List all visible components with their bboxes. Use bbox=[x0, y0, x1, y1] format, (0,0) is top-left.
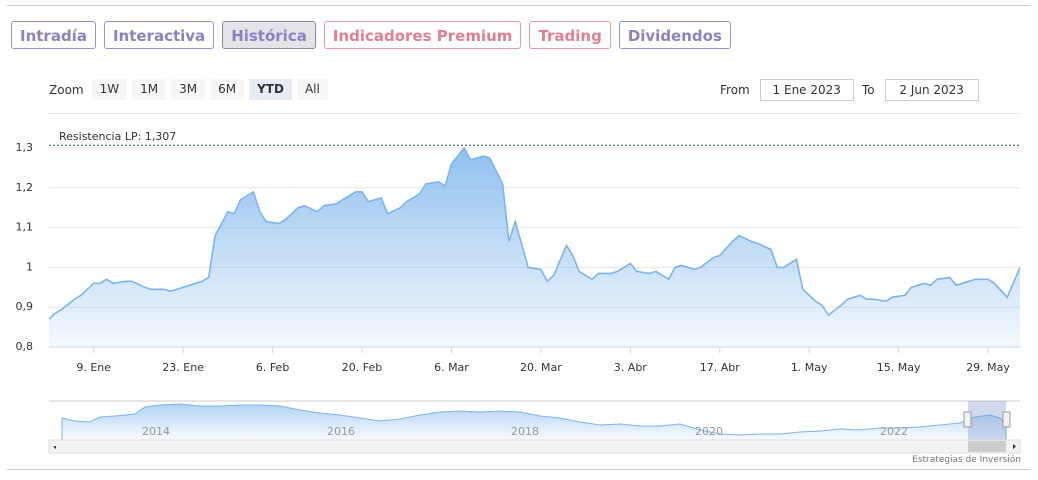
tab[interactable]: Histórica bbox=[222, 21, 316, 49]
x-tick-label: 23. Ene bbox=[162, 361, 204, 374]
navigator-label: 2022 bbox=[880, 425, 908, 438]
x-tick-label: 20. Feb bbox=[342, 361, 382, 374]
bottom-border bbox=[7, 469, 1031, 470]
zoom-label: Zoom bbox=[49, 82, 84, 97]
y-tick-label: 1,2 bbox=[16, 181, 34, 194]
navigator-mask[interactable] bbox=[968, 401, 1006, 440]
zoom-button[interactable]: YTD bbox=[249, 79, 292, 100]
x-tick-label: 17. Abr bbox=[700, 361, 740, 374]
zoom-bar: Zoom 1W 1M 3M 6M YTD All bbox=[49, 79, 328, 100]
resistance-label: Resistencia LP: 1,307 bbox=[59, 130, 176, 143]
navigator-series bbox=[61, 403, 1007, 441]
separator bbox=[49, 113, 1020, 114]
scroll-left[interactable] bbox=[53, 446, 56, 449]
price-line bbox=[48, 146, 1021, 320]
tab[interactable]: Interactiva bbox=[103, 21, 215, 49]
x-tick-label: 1. May bbox=[791, 361, 828, 374]
zoom-button[interactable]: 1W bbox=[91, 79, 128, 100]
plot: 0,8 0,9 1 1,1 1,2 1,3 9. Ene 23. Ene 6. Feb 20. F… bbox=[16, 130, 1021, 374]
to-label: To bbox=[862, 83, 875, 97]
navigator-label: 2016 bbox=[327, 425, 355, 438]
y-tick-label: 0,8 bbox=[16, 340, 34, 353]
x-tick-label: 6. Mar bbox=[434, 361, 469, 374]
from-range: From 1 Ene 2023 bbox=[720, 79, 854, 101]
y-tick-label: 1,3 bbox=[16, 141, 34, 154]
zoom-button[interactable]: 3M bbox=[171, 79, 206, 100]
x-tick-label: 3. Abr bbox=[614, 361, 647, 374]
scrollbar-thumb[interactable] bbox=[968, 441, 1006, 452]
zoom-button[interactable]: 1M bbox=[132, 79, 167, 100]
navigator-label: 2014 bbox=[142, 425, 170, 438]
from-label: From bbox=[720, 83, 750, 97]
area-fill bbox=[49, 148, 1020, 347]
y-tick-label: 1,1 bbox=[16, 221, 34, 234]
credit: Estrategias de Inversión bbox=[912, 455, 1021, 465]
y-tick-label: 1 bbox=[26, 260, 33, 273]
to-range: To 2 Jun 2023 bbox=[862, 79, 979, 101]
top-border bbox=[7, 5, 1031, 6]
scrollbar[interactable] bbox=[48, 439, 1021, 454]
navigator-handle[interactable] bbox=[1002, 411, 1011, 428]
x-tick-label: 20. Mar bbox=[520, 361, 562, 374]
x-tick-label: 15. May bbox=[877, 361, 921, 374]
scroll-right[interactable] bbox=[1013, 444, 1016, 449]
y-tick-label: 0,9 bbox=[16, 300, 34, 313]
tab[interactable]: Trading bbox=[529, 21, 611, 49]
zoom-button[interactable]: All bbox=[296, 79, 328, 100]
tab[interactable]: Indicadores Premium bbox=[323, 21, 522, 49]
from-input[interactable]: 1 Ene 2023 bbox=[759, 79, 854, 101]
tab[interactable]: Intradía bbox=[11, 21, 96, 49]
x-tick-label: 29. May bbox=[966, 361, 1010, 374]
navigator-handle[interactable] bbox=[963, 411, 972, 428]
x-tick-label: 6. Feb bbox=[256, 361, 289, 374]
tab-bar: Intradía Interactiva Histórica Indicador… bbox=[11, 21, 731, 49]
to-input[interactable]: 2 Jun 2023 bbox=[884, 79, 979, 101]
navigator-label: 2018 bbox=[511, 425, 539, 438]
navigator-label: 2020 bbox=[695, 425, 723, 438]
tab[interactable]: Dividendos bbox=[618, 21, 731, 49]
x-tick-label: 9. Ene bbox=[76, 361, 111, 374]
zoom-button[interactable]: 6M bbox=[210, 79, 245, 100]
